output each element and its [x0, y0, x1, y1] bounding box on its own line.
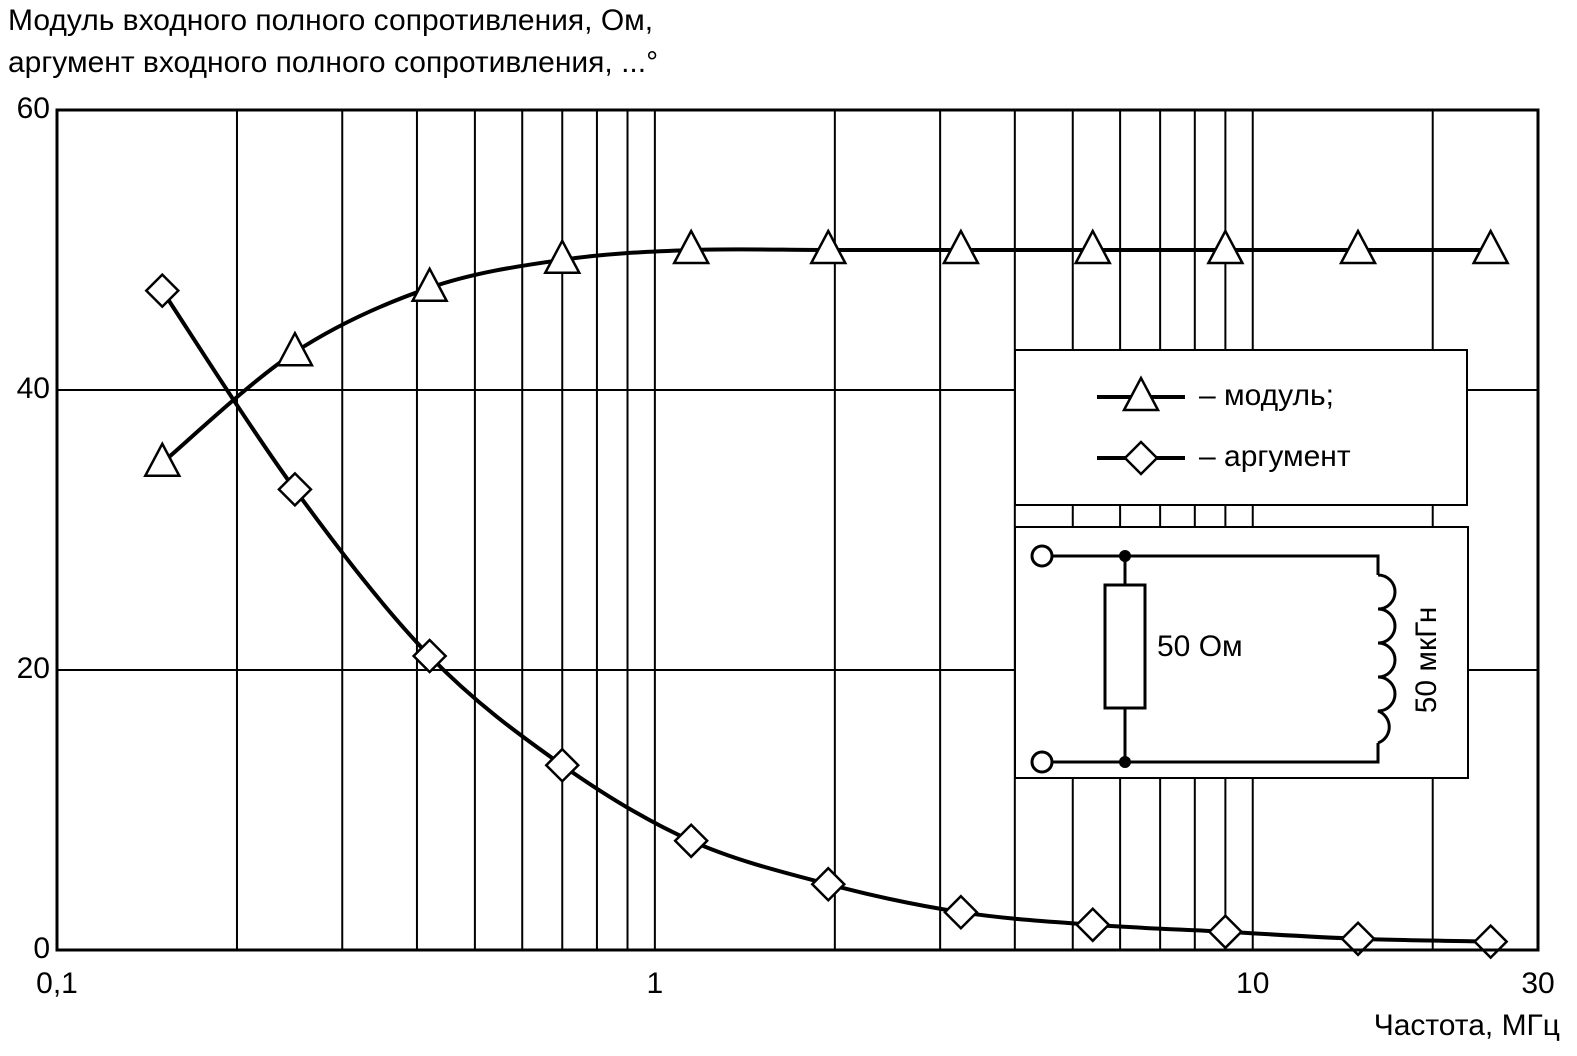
plot-frame [55, 108, 1540, 952]
triangle-marker [1206, 228, 1245, 265]
triangle-marker [1471, 228, 1510, 265]
chart-title: Модуль входного полного сопротивления, О… [8, 4, 653, 37]
triangle-marker [143, 441, 182, 478]
triangle-marker [672, 228, 711, 265]
diamond-marker [144, 272, 181, 309]
diamond-marker [411, 638, 448, 674]
x-tick-label: 0,1 [36, 967, 78, 1000]
triangle-marker [543, 238, 582, 275]
plot [143, 228, 1510, 960]
diamond-marker [1340, 921, 1376, 957]
y-tick-label: 40 [17, 372, 50, 405]
x-axis-label: Частота, МГц [1374, 1009, 1560, 1042]
junction [1119, 550, 1131, 562]
junction [1119, 756, 1131, 768]
y-tick-label: 60 [17, 92, 50, 125]
legend-label: – модуль; [1199, 379, 1334, 412]
x-tick-label: 30 [1521, 967, 1554, 1000]
diamond-marker [544, 747, 581, 783]
y-tick-label: 0 [33, 932, 50, 965]
diamond-marker [277, 471, 313, 508]
circuit [1030, 544, 1397, 774]
triangle-marker [1338, 228, 1378, 265]
series-line [160, 289, 1491, 944]
triangle-marker [1121, 375, 1161, 412]
legend-label: – аргумент [1199, 440, 1351, 473]
triangle-marker [1073, 228, 1112, 265]
legend: – модуль; – аргумент [1097, 375, 1351, 476]
diamond-marker [1207, 914, 1244, 950]
triangle-marker [941, 228, 980, 265]
triangle-marker [275, 330, 314, 367]
resistor-label: 50 Ом [1157, 630, 1243, 663]
diamond-marker [1123, 440, 1159, 476]
triangle-marker [410, 266, 449, 303]
diamond-marker [1074, 907, 1111, 943]
triangle-marker [809, 228, 848, 265]
legend-box [1014, 349, 1468, 506]
diamond-marker [943, 894, 979, 930]
circuit-inset: 50 Ом 50 мкГн [1014, 526, 1469, 779]
x-tick-label: 1 [647, 967, 664, 1000]
diamond-marker [810, 866, 847, 902]
x-tick-label: 10 [1236, 967, 1269, 1000]
chart-title: аргумент входного полного сопротивления,… [8, 46, 658, 79]
diamond-marker [673, 823, 709, 859]
diamond-marker [1472, 923, 1509, 960]
inductor-label: 50 мкГн [1410, 607, 1443, 714]
y-tick-label: 20 [17, 652, 50, 685]
